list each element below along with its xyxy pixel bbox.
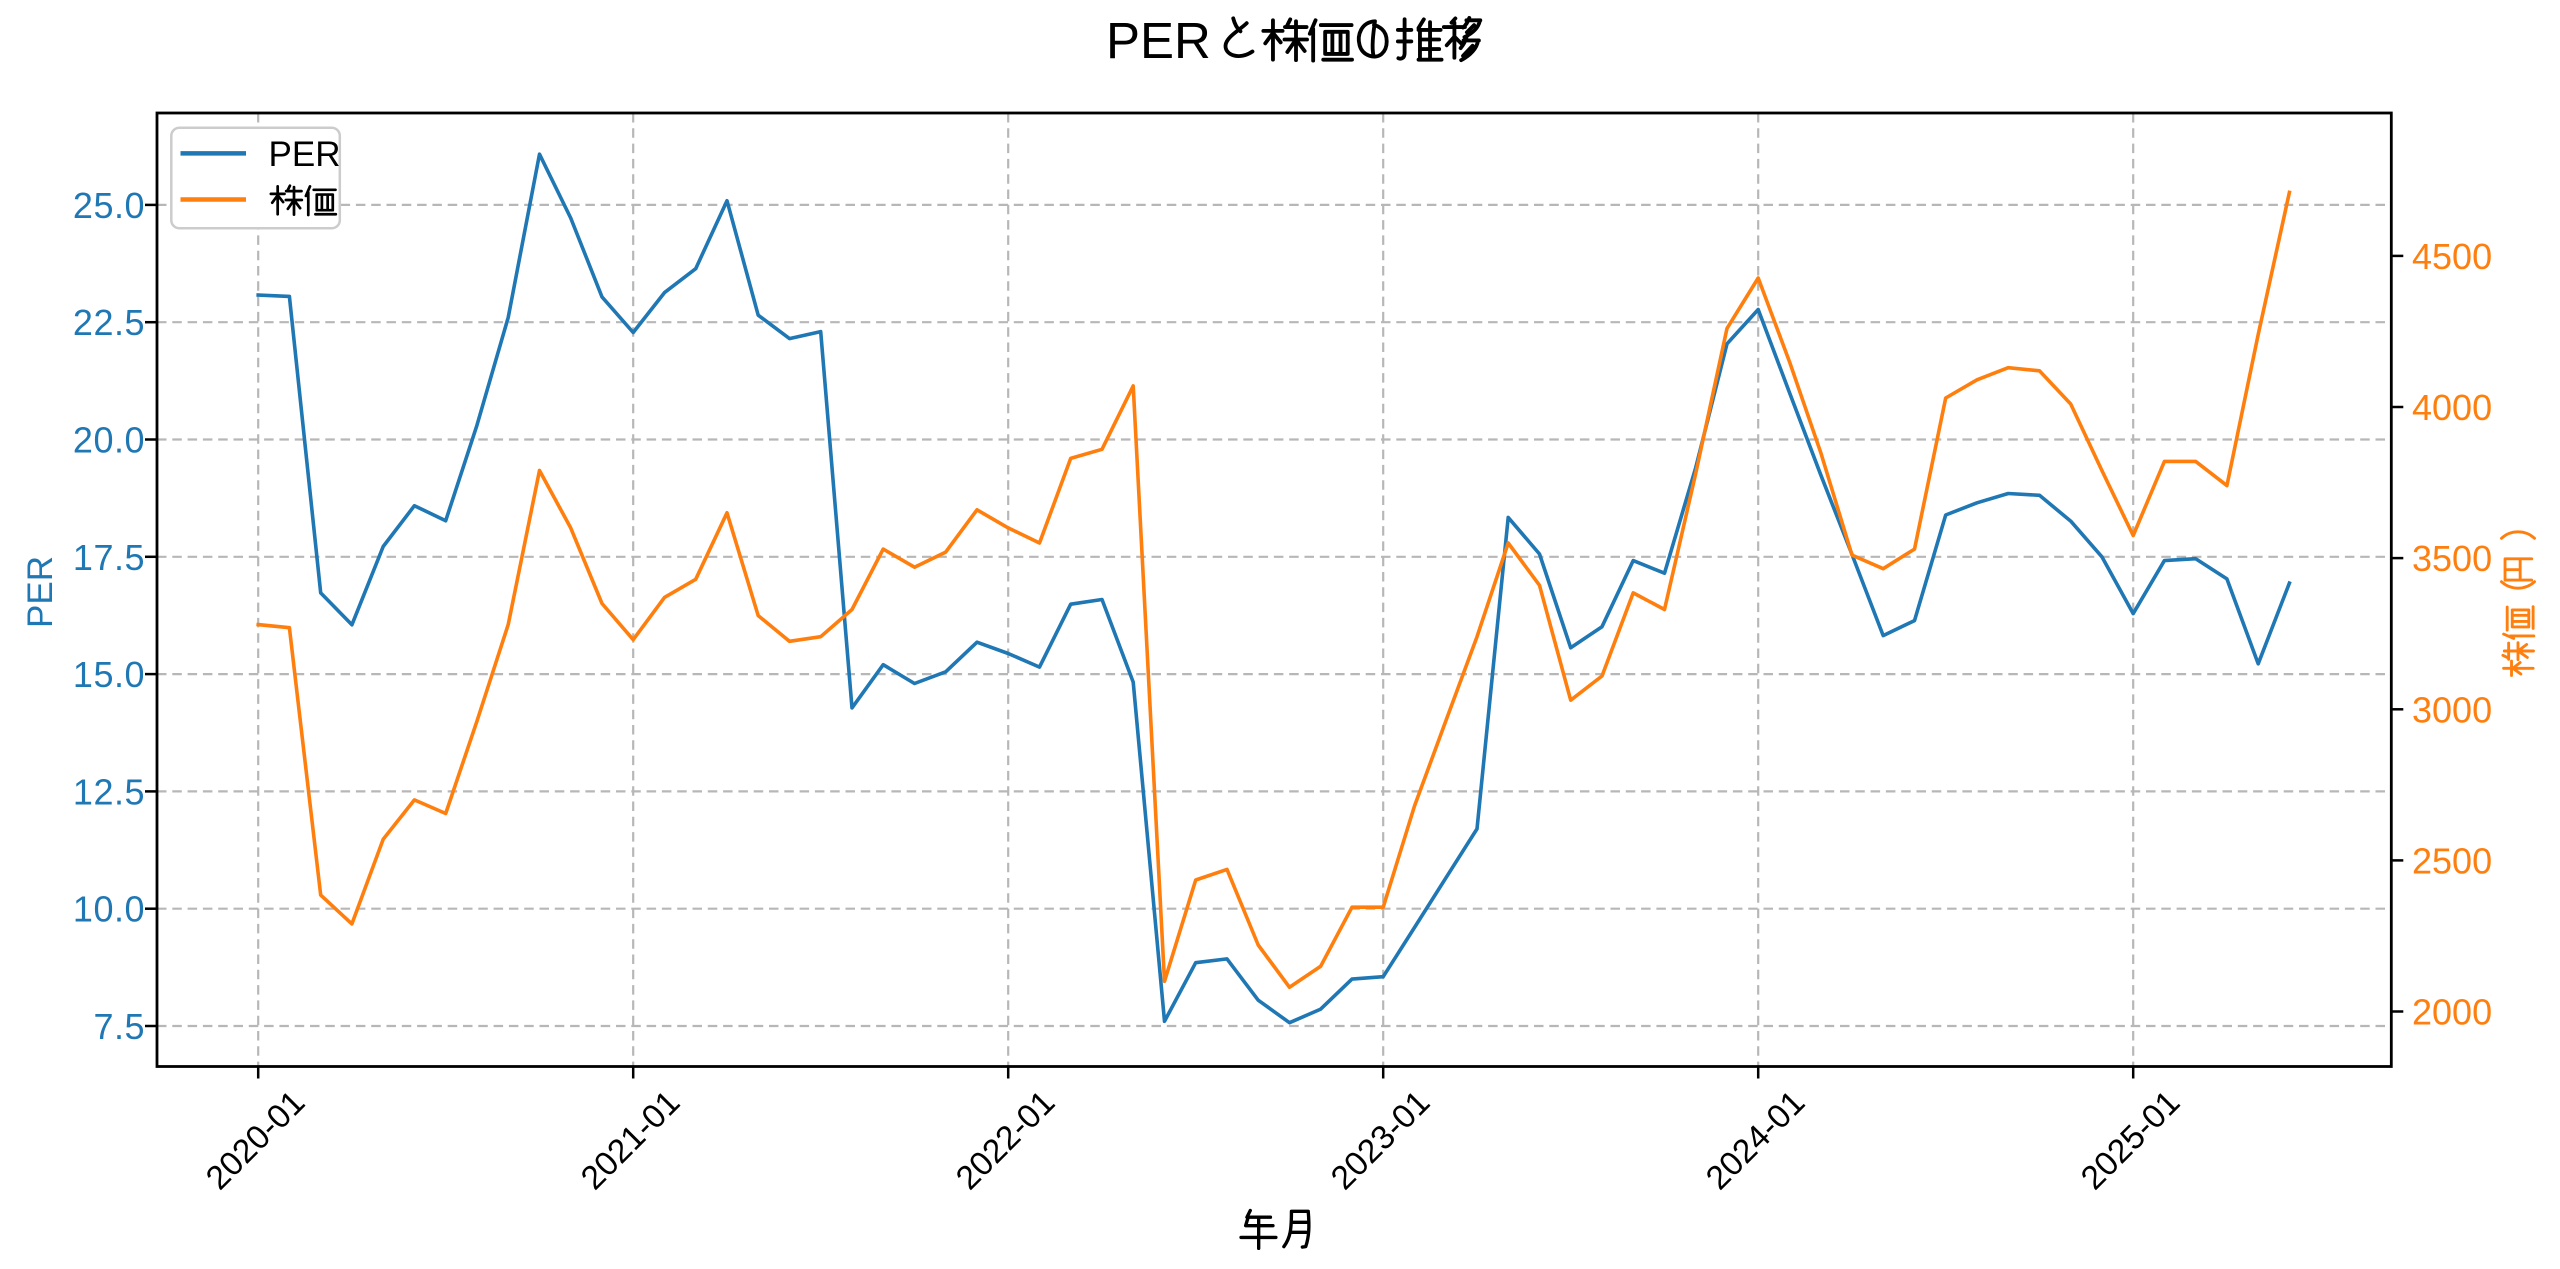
svg-text:7.5: 7.5 — [93, 1006, 145, 1047]
svg-text:25.0: 25.0 — [73, 185, 145, 226]
svg-text:4500: 4500 — [2412, 236, 2492, 277]
svg-text:PER: PER — [1106, 12, 1211, 69]
svg-text:2500: 2500 — [2412, 840, 2492, 881]
svg-text:PER: PER — [269, 135, 341, 174]
svg-text:4000: 4000 — [2412, 387, 2492, 428]
svg-text:12.5: 12.5 — [73, 771, 145, 812]
svg-text:17.5: 17.5 — [73, 537, 145, 578]
svg-text:22.5: 22.5 — [73, 302, 145, 343]
svg-text:15.0: 15.0 — [73, 654, 145, 695]
svg-text:PER: PER — [21, 556, 60, 628]
svg-text:3500: 3500 — [2412, 538, 2492, 579]
svg-text:20.0: 20.0 — [73, 420, 145, 461]
svg-text:3000: 3000 — [2412, 689, 2492, 730]
svg-text:2000: 2000 — [2412, 992, 2492, 1033]
svg-text:10.0: 10.0 — [73, 889, 145, 930]
